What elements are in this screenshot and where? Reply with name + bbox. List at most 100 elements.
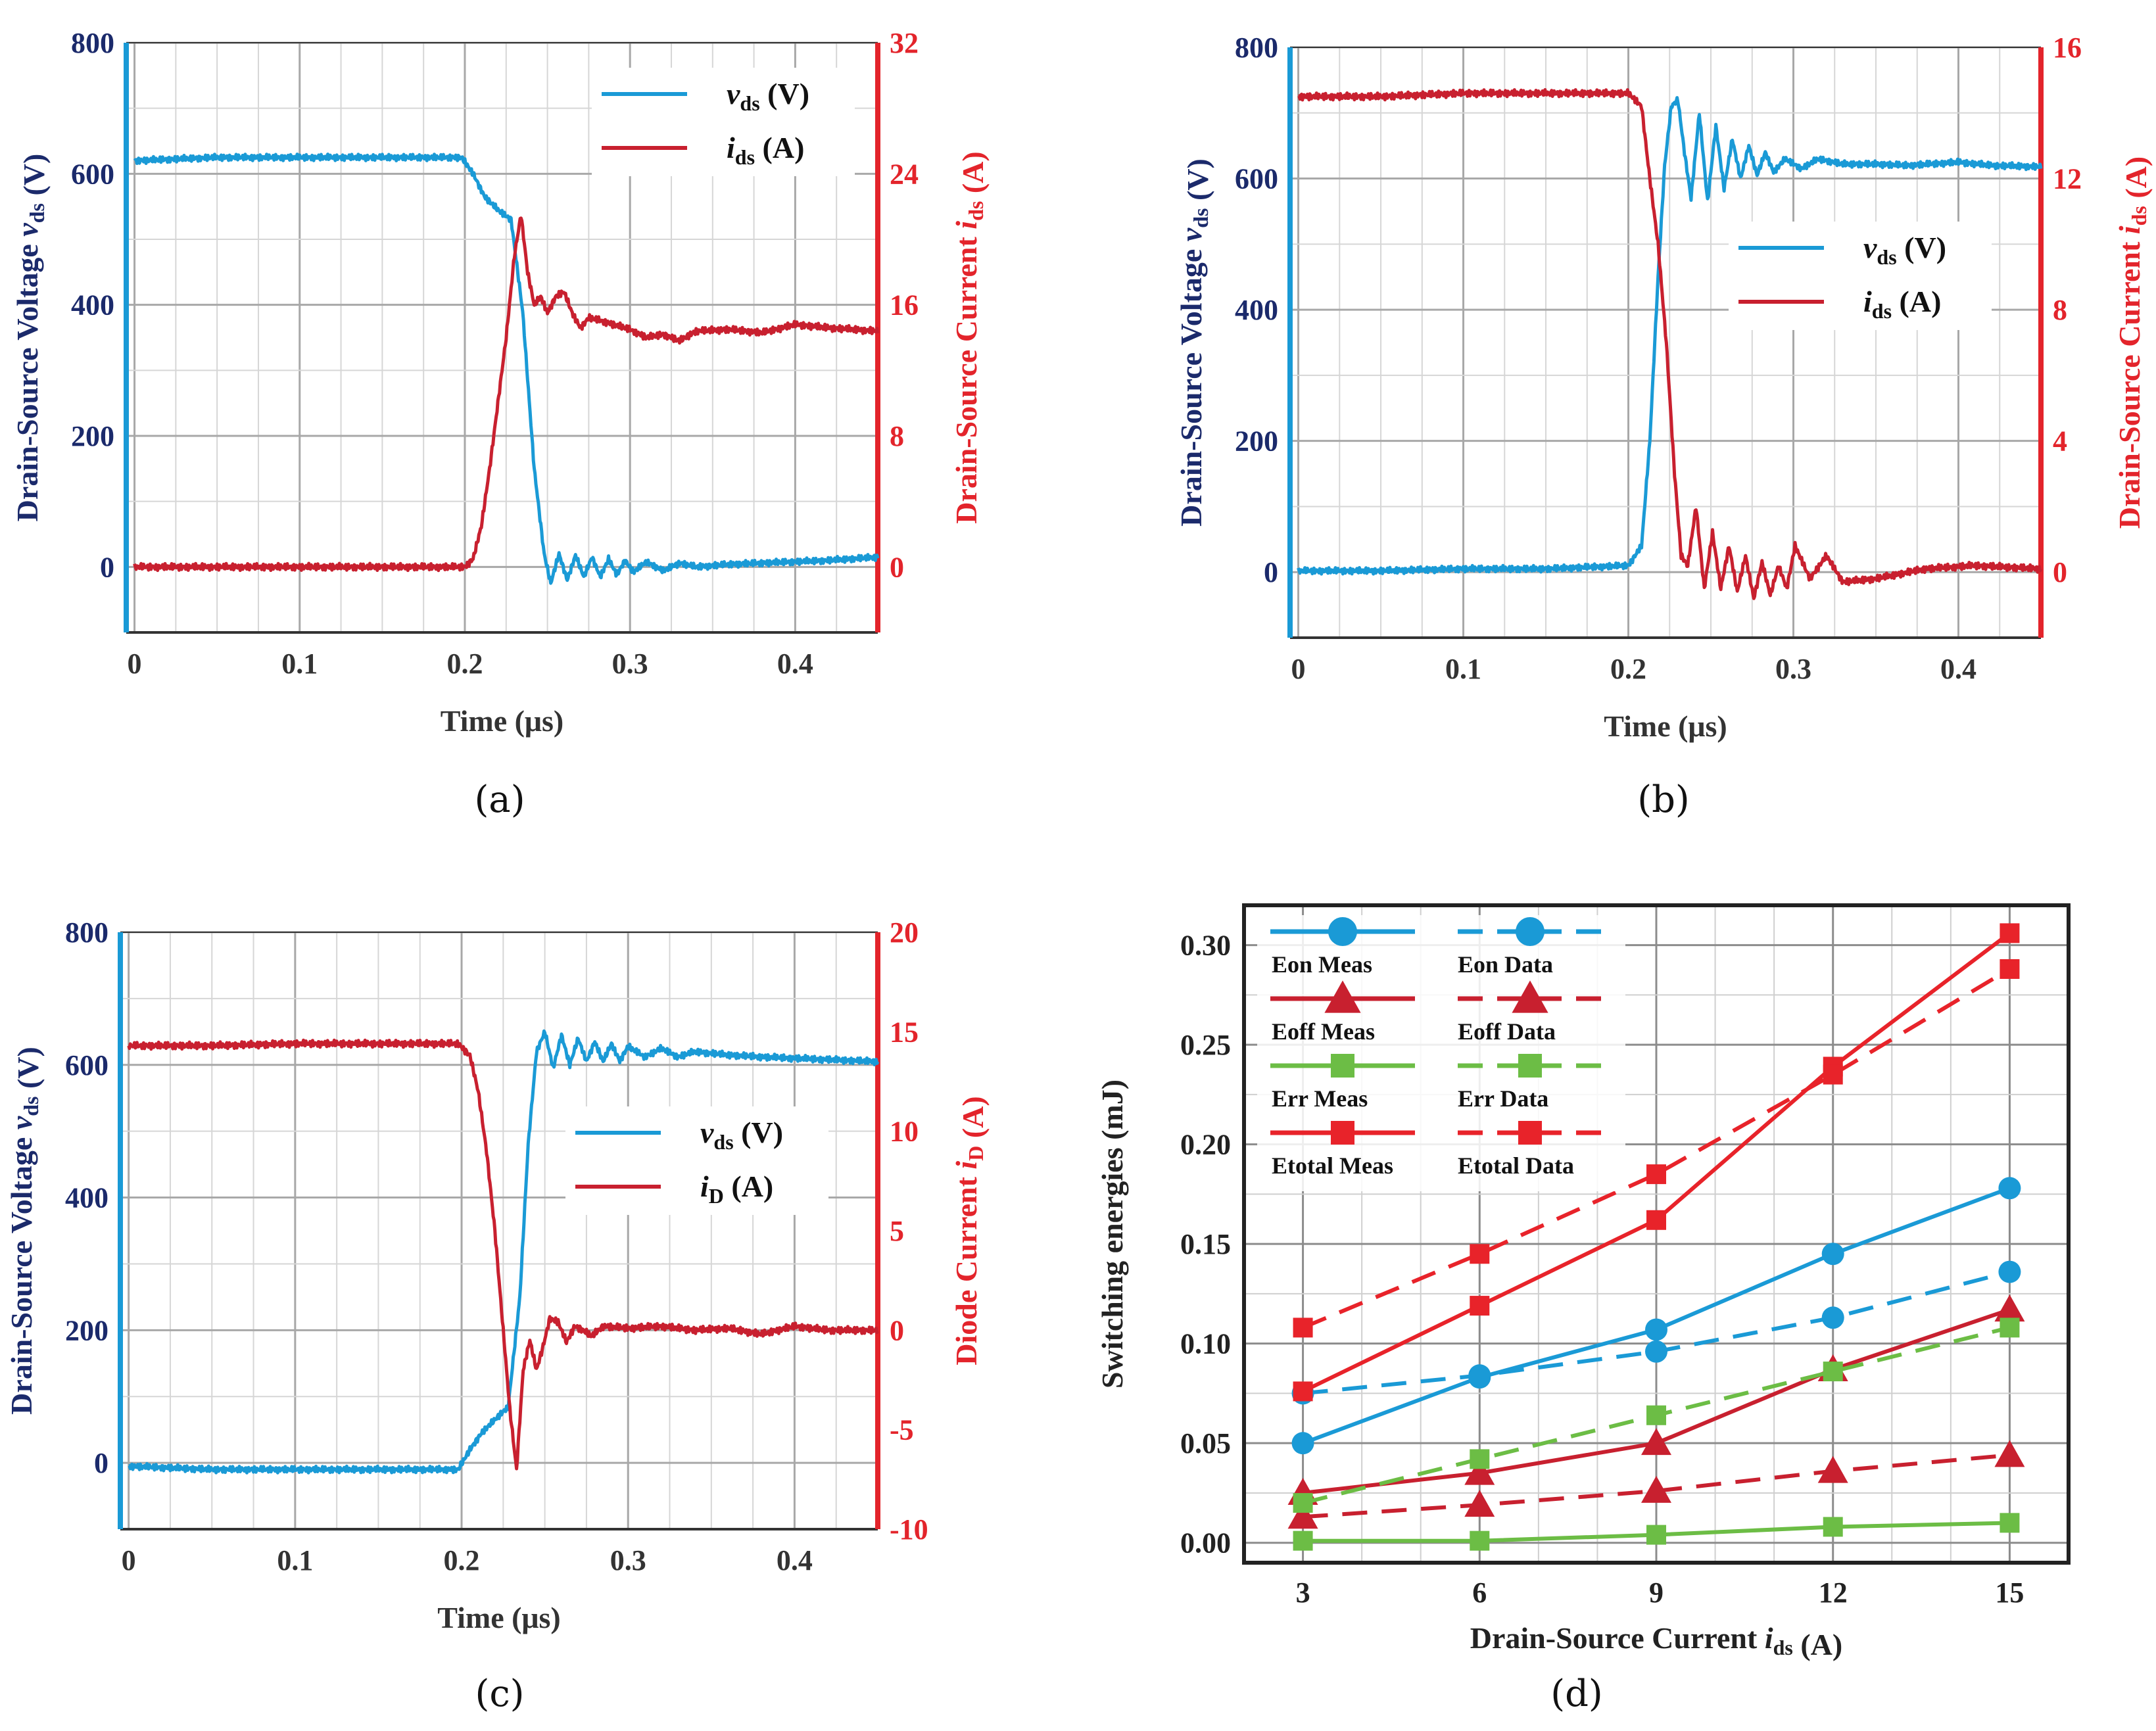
series-line-vds	[1297, 96, 2043, 576]
data-point	[1512, 980, 1548, 1013]
x-tick-label: 12	[1819, 1577, 1848, 1609]
data-point	[1994, 1294, 2025, 1322]
data-point	[1998, 1260, 2021, 1283]
legend-label: Eon Data	[1458, 951, 1553, 978]
data-point	[1645, 1318, 1667, 1341]
data-point	[1641, 1475, 1671, 1503]
data-point	[1293, 1530, 1313, 1551]
x-tick-label: 0.4	[1940, 653, 1976, 685]
series-line	[1302, 967, 2011, 1330]
legend-label: ids (A)	[727, 131, 804, 169]
series-line-vds	[133, 153, 880, 585]
left-y-tick-label: 600	[71, 158, 114, 190]
data-point	[1516, 917, 1545, 946]
left-y-tick-label: 0	[1264, 556, 1278, 588]
x-tick-label: 0.2	[1610, 653, 1646, 685]
data-point	[1641, 1428, 1671, 1456]
right-y-tick-label: 12	[2053, 163, 2082, 195]
right-y-tick-label: 5	[890, 1215, 904, 1247]
legend-box	[592, 68, 855, 176]
panel-caption: (b)	[1637, 778, 1690, 821]
panel-caption: (d)	[1550, 1672, 1603, 1715]
x-tick-label: 3	[1296, 1577, 1310, 1609]
x-tick-label: 0.4	[777, 648, 813, 680]
x-tick-label: 0.4	[777, 1544, 813, 1577]
panel-caption: (c)	[475, 1672, 524, 1715]
right-y-tick-label: 16	[890, 289, 919, 321]
data-point	[1464, 1458, 1495, 1485]
data-point	[1464, 1490, 1495, 1517]
x-tick-label: 0.3	[1775, 653, 1811, 685]
legend-label: Eoff Meas	[1272, 1018, 1375, 1045]
left-y-tick-label: 200	[65, 1314, 108, 1346]
data-point	[1293, 1317, 1313, 1338]
data-point	[1646, 1164, 1666, 1185]
right-y-tick-label: 0	[890, 1314, 904, 1346]
left-y-axis-label: Drain-Source Voltage vds (V)	[11, 154, 51, 522]
legend: vds (V) iD (A)	[565, 1106, 828, 1215]
data-point	[2000, 1513, 2020, 1533]
legend-label: vds (V)	[727, 77, 809, 115]
x-axis-label: Drain-Source Current ids (A)	[1470, 1621, 1842, 1661]
left-y-tick-label: 400	[65, 1182, 108, 1214]
x-axis-label: Time (μs)	[441, 704, 563, 738]
series-etotal-data	[1293, 959, 2020, 1338]
data-point	[1324, 980, 1361, 1013]
x-tick-label: 0	[122, 1544, 136, 1577]
left-y-tick-label: 200	[1235, 425, 1278, 458]
data-point	[1823, 1362, 1843, 1382]
data-point	[1518, 1054, 1542, 1078]
data-point	[1293, 1381, 1313, 1402]
legend: Eon Meas Eon Data Eoff Meas Eoff Data Err Me…	[1257, 915, 1625, 1191]
panel-a: 0 0.1 0.2 0.3 0.4 0 200 400 600 800 0 8 16 24 32 Time (…	[11, 27, 990, 738]
series-err-data	[1293, 1317, 2020, 1513]
data-point	[1518, 1121, 1542, 1145]
data-point	[1646, 1405, 1666, 1425]
legend-label: ids (A)	[1863, 285, 1941, 323]
legend-box	[1729, 222, 1992, 330]
right-y-tick-label: -5	[890, 1414, 914, 1446]
x-tick-label: 0.2	[446, 648, 483, 680]
right-y-axis-label: Diode Current iD (A)	[949, 1096, 990, 1365]
x-tick-label: 15	[1995, 1577, 2024, 1609]
left-y-tick-label: 0	[94, 1447, 108, 1479]
right-y-tick-label: 15	[890, 1016, 919, 1048]
right-y-tick-label: 4	[2053, 425, 2067, 458]
x-tick-label: 9	[1649, 1577, 1664, 1609]
data-point	[1998, 1177, 2021, 1200]
panel-caption: (a)	[474, 778, 525, 821]
x-tick-label: 0	[1291, 653, 1306, 685]
right-y-tick-label: 0	[2053, 556, 2067, 588]
right-y-tick-label: -10	[890, 1513, 928, 1546]
left-y-tick-label: 400	[71, 289, 114, 321]
right-y-tick-label: 16	[2053, 32, 2082, 64]
x-tick-label: 6	[1472, 1577, 1487, 1609]
data-point	[1994, 1440, 2025, 1467]
series-line-ids	[133, 216, 880, 573]
x-tick-label: 0.1	[1445, 653, 1481, 685]
data-point	[1470, 1244, 1490, 1264]
right-y-axis-label: Drain-Source Current ids (A)	[949, 151, 990, 523]
right-y-tick-label: 24	[890, 158, 919, 190]
data-point	[1470, 1530, 1490, 1551]
series-line-ids	[1297, 88, 2043, 600]
data-point	[2000, 959, 2020, 979]
data-point	[1468, 1364, 1491, 1387]
data-point	[1328, 917, 1357, 946]
x-tick-label: 0.1	[281, 648, 318, 680]
left-y-tick-label: 800	[71, 27, 114, 59]
data-point	[1817, 1456, 1848, 1483]
legend-label: Err Data	[1458, 1085, 1548, 1112]
right-y-axis-label: Drain-Source Current ids (A)	[2113, 156, 2153, 529]
data-point	[1646, 1210, 1666, 1230]
data-point	[1287, 1502, 1318, 1529]
right-y-tick-label: 20	[890, 916, 919, 949]
y-tick-label: 0.10	[1180, 1328, 1231, 1360]
y-tick-label: 0.05	[1180, 1427, 1231, 1459]
legend-box	[565, 1106, 828, 1215]
right-y-tick-label: 8	[2053, 294, 2067, 326]
data-point	[2000, 923, 2020, 943]
y-axis-label: Switching energies (mJ)	[1095, 1079, 1129, 1388]
legend-label: vds (V)	[1863, 231, 1946, 269]
